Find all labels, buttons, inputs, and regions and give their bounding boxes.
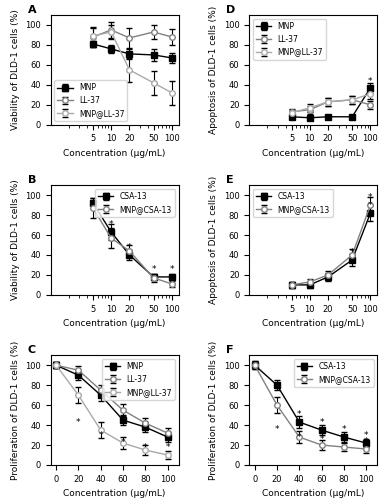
Text: *: *	[368, 201, 373, 210]
Text: C: C	[28, 345, 36, 355]
Y-axis label: Viability of DLD-1 cells (%): Viability of DLD-1 cells (%)	[11, 10, 19, 130]
Text: B: B	[28, 175, 36, 185]
Text: *: *	[109, 220, 114, 229]
Text: *: *	[121, 438, 125, 447]
Text: *: *	[165, 443, 170, 452]
Text: E: E	[226, 175, 234, 185]
Legend: MNP, LL-37, MNP@LL-37: MNP, LL-37, MNP@LL-37	[54, 80, 127, 121]
Text: *: *	[319, 435, 324, 444]
X-axis label: Concentration (μg/mL): Concentration (μg/mL)	[63, 490, 166, 498]
Y-axis label: Proliferation of DLD-1 cells (%): Proliferation of DLD-1 cells (%)	[11, 340, 19, 479]
Text: *: *	[98, 431, 103, 440]
Text: *: *	[368, 77, 373, 86]
Text: *: *	[127, 243, 132, 252]
Text: *: *	[350, 248, 354, 257]
Y-axis label: Apoptosis of DLD-1 cells (%): Apoptosis of DLD-1 cells (%)	[209, 6, 218, 134]
Text: *: *	[342, 425, 346, 434]
Text: *: *	[319, 418, 324, 427]
X-axis label: Concentration (μg/mL): Concentration (μg/mL)	[63, 319, 166, 328]
X-axis label: Concentration (μg/mL): Concentration (μg/mL)	[63, 149, 166, 158]
X-axis label: Concentration (μg/mL): Concentration (μg/mL)	[262, 319, 364, 328]
Text: *: *	[151, 265, 156, 274]
Text: F: F	[226, 345, 234, 355]
Text: *: *	[143, 443, 147, 452]
Legend: CSA-13, MNP@CSA-13: CSA-13, MNP@CSA-13	[95, 189, 175, 217]
Legend: CSA-13, MNP@CSA-13: CSA-13, MNP@CSA-13	[294, 359, 373, 387]
Legend: CSA-13, MNP@CSA-13: CSA-13, MNP@CSA-13	[253, 189, 333, 217]
X-axis label: Concentration (μg/mL): Concentration (μg/mL)	[262, 490, 364, 498]
Y-axis label: Viability of DLD-1 cells (%): Viability of DLD-1 cells (%)	[11, 180, 19, 300]
Text: *: *	[364, 431, 368, 440]
Legend: MNP, LL-37, MNP@LL-37: MNP, LL-37, MNP@LL-37	[253, 19, 326, 59]
Text: *: *	[297, 433, 301, 442]
X-axis label: Concentration (μg/mL): Concentration (μg/mL)	[262, 149, 364, 158]
Text: *: *	[297, 410, 301, 419]
Text: *: *	[368, 193, 373, 202]
Legend: MNP, LL-37, MNP@LL-37: MNP, LL-37, MNP@LL-37	[102, 359, 175, 400]
Text: *: *	[170, 265, 174, 274]
Y-axis label: Apoptosis of DLD-1 cells (%): Apoptosis of DLD-1 cells (%)	[209, 176, 218, 304]
Text: *: *	[342, 437, 346, 446]
Text: *: *	[76, 418, 81, 427]
Y-axis label: Proliferation of DLD-1 cells (%): Proliferation of DLD-1 cells (%)	[209, 340, 218, 479]
Text: *: *	[275, 425, 279, 434]
Text: A: A	[28, 5, 36, 15]
Text: *: *	[364, 437, 368, 446]
Text: D: D	[226, 5, 235, 15]
